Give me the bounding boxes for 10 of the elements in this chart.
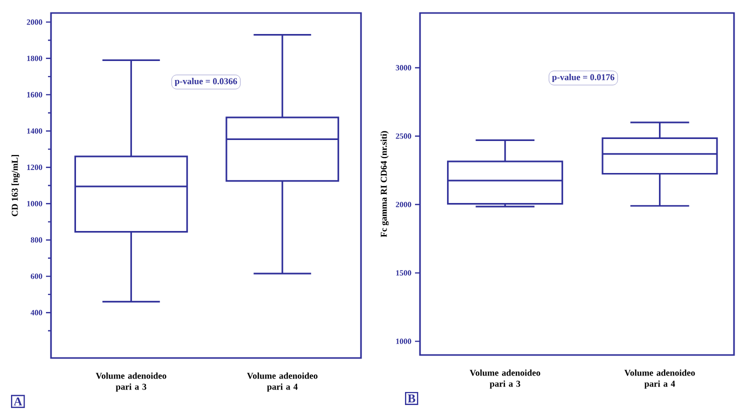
annotation: p-value = 0.0176 (552, 74, 614, 82)
x-tick-label: Volume adenoideo pari a 3 (96, 372, 166, 392)
text: B (408, 394, 416, 402)
x-tick-label: Volume adenoideo pari a 3 (470, 370, 540, 389)
x-tick-label: Volume adenoideo pari a 4 (624, 370, 695, 389)
annotation: p-value = 0.0366 (174, 78, 238, 86)
y-axis-title: Fc gamma RI CD64 (nr.siti) (380, 131, 389, 238)
text: A (14, 398, 22, 406)
y-axis-title: CD 163 [ng/mL] (12, 155, 20, 216)
x-tick-label: Volume adenoideo pari a 4 (247, 372, 318, 392)
